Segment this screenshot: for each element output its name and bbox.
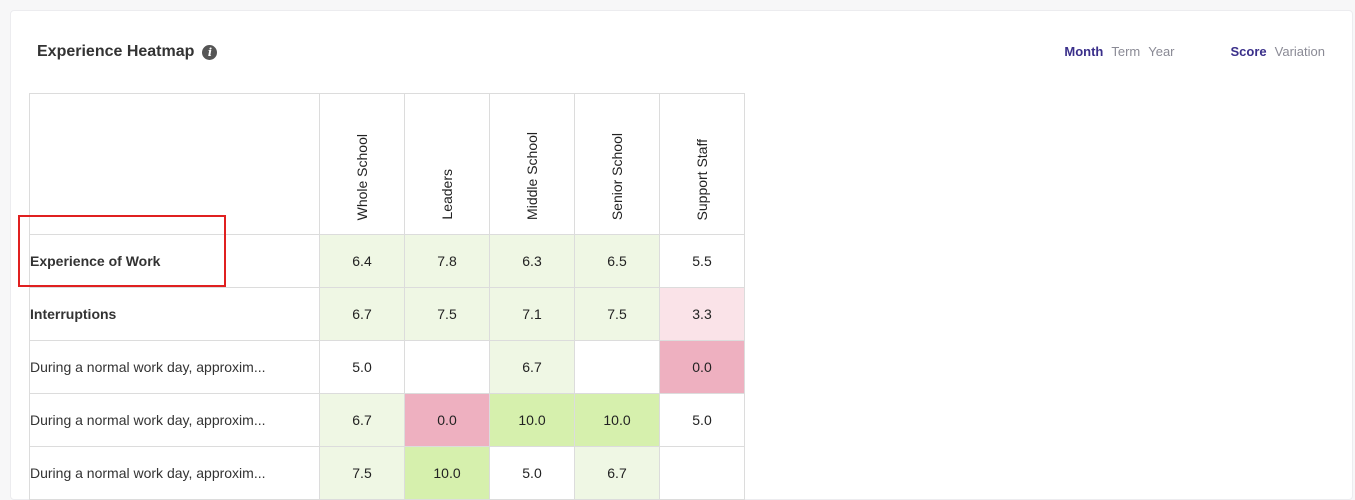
table-row: Interruptions 6.7 7.5 7.1 7.5 3.3 bbox=[29, 287, 745, 341]
title-row: Experience Heatmap i bbox=[37, 43, 218, 61]
heatmap-cell[interactable]: 6.7 bbox=[319, 287, 405, 341]
heatmap-body: Experience of Work 6.4 7.8 6.3 6.5 5.5 Interru… bbox=[29, 234, 745, 500]
heatmap-cell[interactable]: 5.5 bbox=[659, 234, 745, 288]
column-header-label: Leaders bbox=[439, 169, 455, 220]
heatmap-card: Experience Heatmap i Month Term Year Score… bbox=[10, 10, 1353, 500]
heatmap-cell[interactable]: 6.7 bbox=[574, 446, 660, 500]
table-row: During a normal work day, approxim... 5.0… bbox=[29, 340, 745, 394]
heatmap-cell[interactable] bbox=[659, 446, 745, 500]
row-label[interactable]: Interruptions bbox=[29, 287, 320, 341]
heatmap-cell[interactable]: 0.0 bbox=[404, 393, 490, 447]
heatmap-cell[interactable]: 7.5 bbox=[319, 446, 405, 500]
heatmap-cell[interactable]: 6.5 bbox=[574, 234, 660, 288]
column-header-label: Whole School bbox=[354, 133, 370, 220]
column-header: Leaders bbox=[404, 93, 490, 235]
heatmap-cell[interactable]: 3.3 bbox=[659, 287, 745, 341]
heatmap-cell[interactable]: 5.0 bbox=[319, 340, 405, 394]
heatmap-cell[interactable]: 6.3 bbox=[489, 234, 575, 288]
row-label[interactable]: Experience of Work bbox=[29, 234, 320, 288]
toggle-variation[interactable]: Variation bbox=[1274, 44, 1325, 59]
heatmap-corner bbox=[29, 93, 320, 235]
column-header: Senior School bbox=[574, 93, 660, 235]
heatmap-cell[interactable] bbox=[574, 340, 660, 394]
heatmap-cell[interactable]: 6.4 bbox=[319, 234, 405, 288]
heatmap-cell[interactable]: 5.0 bbox=[659, 393, 745, 447]
heatmap-cell[interactable]: 0.0 bbox=[659, 340, 745, 394]
toggle-month[interactable]: Month bbox=[1064, 44, 1104, 59]
row-label[interactable]: During a normal work day, approxim... bbox=[29, 340, 320, 394]
table-row: During a normal work day, approxim... 6.7… bbox=[29, 393, 745, 447]
toggle-term[interactable]: Term bbox=[1111, 44, 1141, 59]
period-toggle-group: Month Term Year bbox=[1064, 44, 1174, 59]
toggle-score[interactable]: Score bbox=[1230, 44, 1267, 59]
heatmap-cell[interactable]: 7.5 bbox=[574, 287, 660, 341]
heatmap-cell[interactable]: 6.7 bbox=[319, 393, 405, 447]
heatmap-cell[interactable]: 10.0 bbox=[489, 393, 575, 447]
column-header: Whole School bbox=[319, 93, 405, 235]
table-row: During a normal work day, approxim... 7.5… bbox=[29, 446, 745, 500]
row-label[interactable]: During a normal work day, approxim... bbox=[29, 393, 320, 447]
heatmap-cell[interactable] bbox=[404, 340, 490, 394]
column-header: Middle School bbox=[489, 93, 575, 235]
heatmap-cell[interactable]: 6.7 bbox=[489, 340, 575, 394]
column-header-label: Middle School bbox=[524, 132, 540, 220]
row-label[interactable]: During a normal work day, approxim... bbox=[29, 446, 320, 500]
heatmap-cell[interactable]: 10.0 bbox=[574, 393, 660, 447]
heatmap-cell[interactable]: 7.8 bbox=[404, 234, 490, 288]
table-row: Experience of Work 6.4 7.8 6.3 6.5 5.5 bbox=[29, 234, 745, 288]
heatmap-cell[interactable]: 7.5 bbox=[404, 287, 490, 341]
toggles: Month Term Year Score Variation bbox=[1064, 44, 1325, 59]
heatmap-header-row: Whole School Leaders Middle School Senior S… bbox=[29, 93, 745, 235]
info-icon[interactable]: i bbox=[202, 44, 218, 60]
column-header-label: Support Staff bbox=[694, 138, 710, 220]
page-title: Experience Heatmap bbox=[37, 43, 195, 60]
column-header-label: Senior School bbox=[609, 132, 625, 220]
toggle-year[interactable]: Year bbox=[1148, 44, 1175, 59]
heatmap-cell[interactable]: 10.0 bbox=[404, 446, 490, 500]
heatmap-table: Whole School Leaders Middle School Senior S… bbox=[29, 93, 745, 500]
heatmap-cell[interactable]: 7.1 bbox=[489, 287, 575, 341]
heatmap-cell[interactable]: 5.0 bbox=[489, 446, 575, 500]
column-header: Support Staff bbox=[659, 93, 745, 235]
mode-toggle-group: Score Variation bbox=[1231, 44, 1325, 59]
